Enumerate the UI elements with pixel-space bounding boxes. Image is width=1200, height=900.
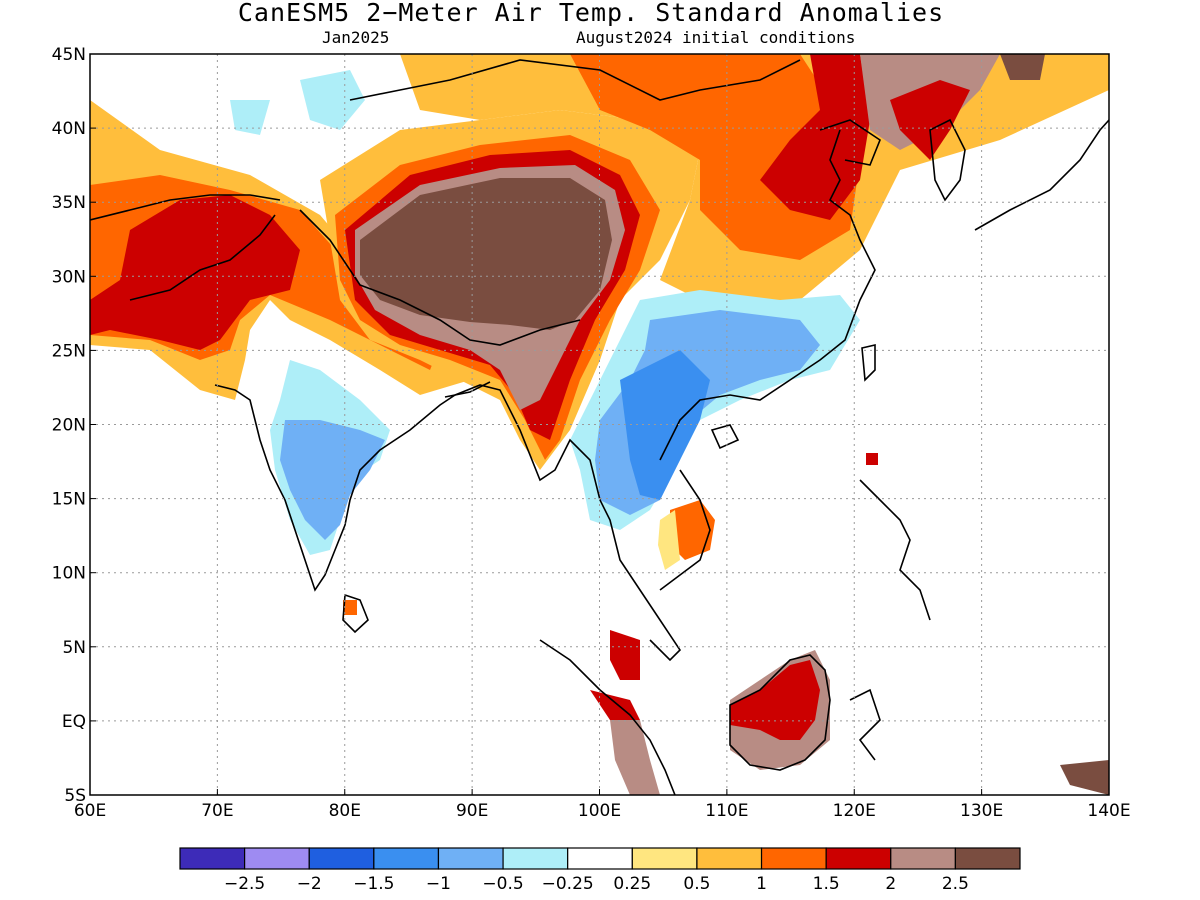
anomaly-region-sumatra-red (590, 690, 640, 720)
coastline-vietnam-china (659, 129, 876, 461)
anomaly-region-srilanka-cell (343, 600, 357, 615)
lon-tick-label: 90E (456, 801, 488, 821)
latitude-axis: 45N 40N 35N 30N 25N 20N 15N 10N 5N EQ 5S (52, 45, 96, 806)
lat-tick-label: 30N (52, 267, 86, 287)
lat-tick-label: 15N (52, 490, 86, 510)
lat-tick-label: 5N (62, 638, 86, 658)
initial-conditions-label: August2024 initial conditions (576, 28, 856, 47)
coastlines (90, 59, 1109, 795)
colorbar-swatch (437, 847, 504, 870)
colorbar-label: 0.25 (613, 874, 651, 894)
coastline-sumatra (539, 639, 676, 795)
lon-tick-label: 60E (74, 801, 106, 821)
coastline-japan (974, 119, 1109, 231)
lon-tick-label: 130E (960, 801, 1003, 821)
colorbar (179, 847, 1021, 870)
anomaly-region-indochina-cool-mid (620, 350, 710, 500)
colorbar-label: −2 (297, 874, 322, 894)
colorbar-label: 2 (885, 874, 896, 894)
coastline-srilanka (342, 593, 369, 634)
chart-title: CanESM5 2−Meter Air Temp. Standard Anoma… (237, 0, 945, 27)
colorbar-swatch (567, 847, 633, 870)
colorbar-swatch (179, 847, 246, 870)
anomaly-region-india-cool (280, 420, 385, 540)
colorbar-label: 0.5 (683, 874, 710, 894)
coastline-vietnam-south (659, 469, 711, 591)
lat-tick-label: 40N (52, 119, 86, 139)
colorbar-swatch (502, 847, 569, 870)
lon-tick-label: 120E (833, 801, 876, 821)
coastline-philippines (859, 479, 931, 621)
colorbar-label: −0.5 (482, 874, 523, 894)
lat-tick-label: 10N (52, 564, 86, 584)
colorbar-label: 1 (756, 874, 767, 894)
lat-tick-label: EQ (62, 712, 86, 732)
anomaly-region-sumatra-brown (610, 720, 660, 795)
lat-tick-label: 5S (64, 786, 86, 806)
colorbar-label: −1 (426, 874, 451, 894)
anomaly-region-cambodia-orange (670, 500, 715, 560)
anomaly-region-tibet-brown-dark (360, 178, 612, 330)
lon-tick-label: 70E (201, 801, 233, 821)
lat-tick-label: 20N (52, 416, 86, 436)
border-yellowsea (819, 119, 881, 166)
colorbar-swatch (696, 847, 763, 870)
colorbar-label: −0.25 (542, 874, 594, 894)
coastline-bayofbengal-head (444, 381, 491, 398)
colorbar-swatch (244, 847, 310, 870)
colorbar-swatch (373, 847, 440, 870)
colorbar-swatch (890, 847, 956, 870)
colorbar-swatch (760, 847, 827, 870)
anomaly-region-cambodia-yellow (658, 510, 680, 570)
lat-tick-label: 45N (52, 45, 86, 65)
anomaly-region-malay-red (610, 630, 640, 680)
coastline-sulawesi (849, 688, 881, 761)
coastline-borneo (729, 654, 831, 771)
coastline-hainan (710, 424, 740, 450)
colorbar-swatch (308, 847, 375, 870)
colorbar-swatch (631, 847, 698, 870)
lat-tick-label: 35N (52, 193, 86, 213)
anomaly-region-borneo-red (730, 660, 820, 740)
colorbar-swatch (825, 847, 892, 870)
coastline-india (214, 384, 456, 592)
longitude-axis: 60E 70E 80E 90E 100E 110E 120E 130E 140E (74, 789, 1131, 821)
lon-tick-label: 140E (1087, 801, 1130, 821)
anomaly-region-north-red (570, 54, 860, 260)
colorbar-labels: −2.5 −2 −1.5 −1 −0.5 −0.25 0.25 0.5 1 1.5 2 2.5 (224, 874, 969, 894)
anomaly-region-taiwan-cell (866, 453, 878, 465)
anomaly-region-ne-brown-dark (1000, 54, 1045, 80)
anomaly-region-kazakh-cool (300, 70, 365, 130)
anomaly-fields (90, 54, 1109, 795)
colorbar-label: −2.5 (224, 874, 265, 894)
border-westasia (90, 194, 281, 221)
coastline-bangladesh-myanmar (454, 384, 682, 662)
coastline-korea (929, 118, 966, 202)
lat-tick-label: 25N (52, 341, 86, 361)
lon-tick-label: 80E (329, 801, 361, 821)
colorbar-swatch (954, 847, 1021, 870)
border-china-north (349, 59, 801, 101)
anomaly-region-northeast-darkred (760, 54, 870, 220)
colorbar-label: 2.5 (942, 874, 969, 894)
anomaly-region-korea-red (890, 80, 970, 160)
lon-tick-label: 100E (578, 801, 621, 821)
border-himalaya (299, 209, 581, 346)
lon-tick-label: 110E (705, 801, 748, 821)
graticule (90, 54, 1109, 795)
border-pakistan (129, 214, 276, 301)
colorbar-label: −1.5 (353, 874, 394, 894)
coastline-taiwan (861, 343, 876, 382)
colorbar-label: 1.5 (813, 874, 840, 894)
anomaly-region-newguinea-brown (1060, 760, 1109, 795)
anomaly-region-kazakh-cool-2 (230, 100, 270, 135)
forecast-month: Jan2025 (322, 28, 390, 47)
